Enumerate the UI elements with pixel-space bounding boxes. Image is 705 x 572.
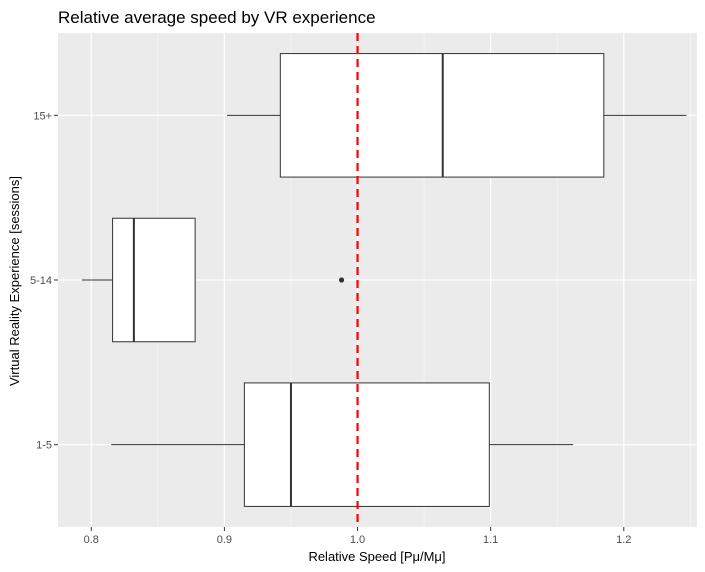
chart-title: Relative average speed by VR experience: [58, 8, 376, 27]
x-tick-label: 1.0: [350, 534, 365, 546]
y-axis-title: Virtual Reality Experience [sessions]: [7, 176, 22, 386]
box-15+: [227, 53, 687, 178]
box-series: [81, 53, 687, 507]
x-tick-label: 0.9: [217, 534, 232, 546]
x-tick-label: 1.1: [483, 534, 498, 546]
box-iqr: [243, 382, 490, 507]
x-axis-title: Relative Speed [Pμ/Mμ]: [308, 549, 445, 564]
x-tick-label: 1.2: [616, 534, 631, 546]
y-tick-label: 5-14: [30, 275, 52, 287]
y-tick-label: 15+: [33, 110, 52, 122]
box-5-14: [81, 217, 345, 343]
box-iqr: [112, 217, 196, 343]
x-tick-label: 0.8: [84, 534, 99, 546]
y-tick-label: 1-5: [36, 440, 52, 452]
box-1-5: [111, 382, 574, 507]
outlier-point: [338, 277, 345, 283]
x-axis-ticks: 0.8 0.9 1.0 1.1 1.2: [84, 527, 631, 546]
y-axis-ticks: 1-5 5-14 15+: [30, 110, 58, 452]
